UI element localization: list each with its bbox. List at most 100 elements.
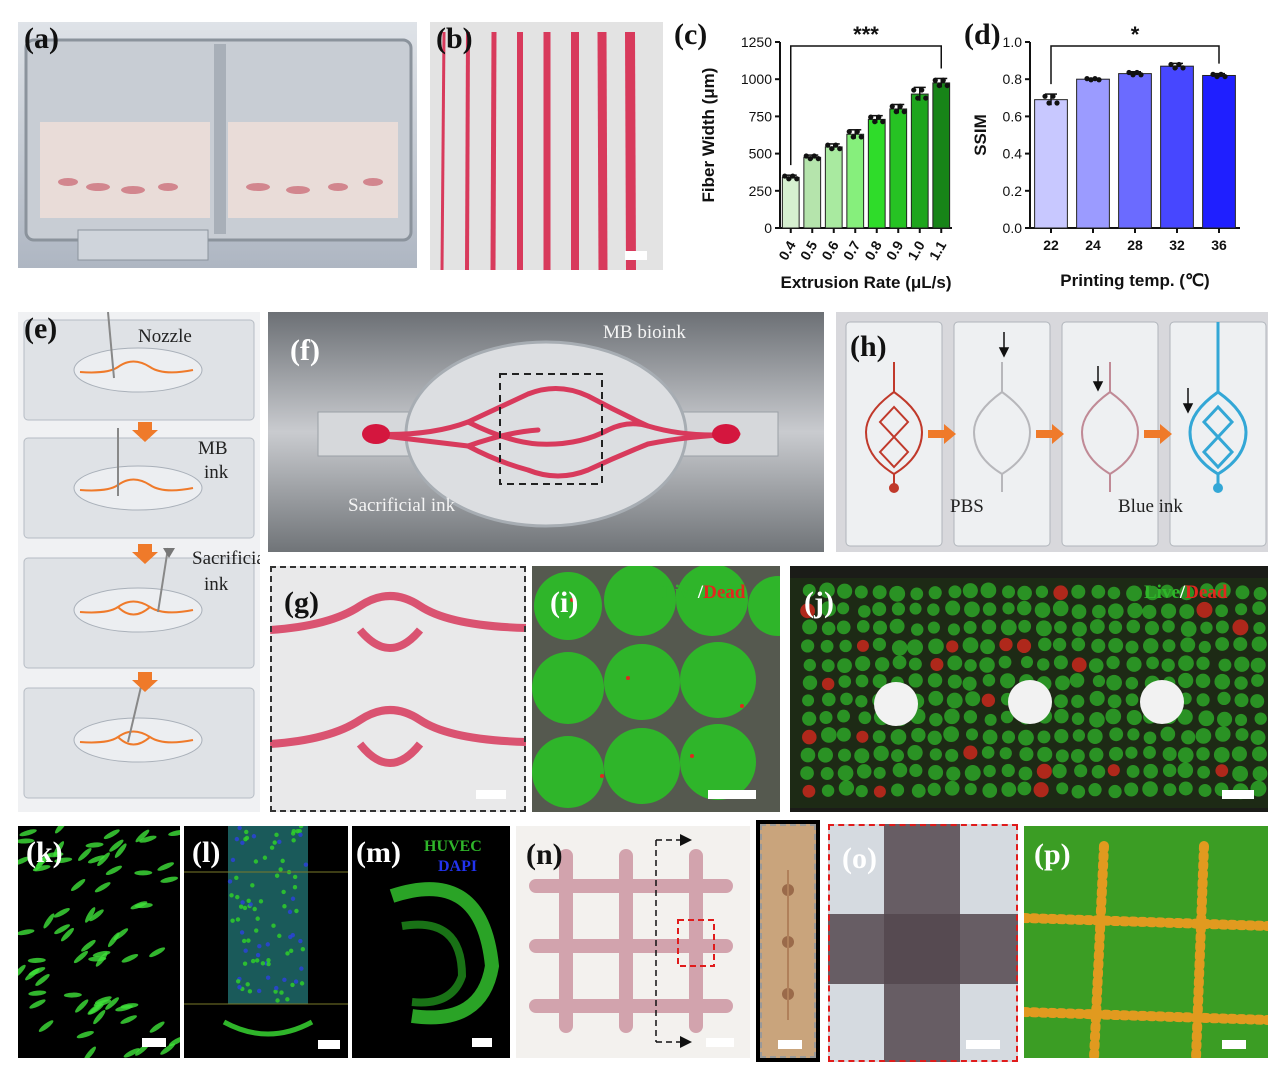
cell-cluster <box>1251 636 1267 652</box>
cell-cluster <box>1215 764 1229 777</box>
cell-cluster <box>982 674 996 687</box>
cell-cluster <box>1196 693 1210 707</box>
junction-zoom <box>828 824 1018 1062</box>
bar <box>1160 65 1194 229</box>
panel-label-j: (j) <box>804 586 834 619</box>
cell-cluster <box>1107 694 1122 709</box>
cell-cluster <box>1107 603 1124 619</box>
cell-cluster <box>1019 747 1034 762</box>
cell-cluster <box>1089 712 1105 728</box>
cell-cluster <box>1125 676 1139 690</box>
cell-cluster <box>1036 763 1052 779</box>
cell <box>244 835 250 841</box>
cell <box>281 889 286 895</box>
cell-cluster <box>1143 763 1158 779</box>
bar <box>910 93 929 229</box>
panel-label-k: (k) <box>26 836 63 869</box>
cell-cluster <box>1200 621 1213 634</box>
cell-cluster <box>854 585 868 599</box>
cell-cluster <box>889 618 905 634</box>
cell-cluster <box>908 673 923 688</box>
cell <box>287 909 293 915</box>
panel-i-fluorescence: (i) Live/Dead <box>532 566 780 812</box>
scale-bar <box>472 1038 492 1047</box>
cell-cluster <box>821 784 835 797</box>
cell <box>227 879 233 884</box>
cell-cluster <box>855 695 868 708</box>
cell-cluster <box>1196 601 1213 618</box>
cell-cluster <box>984 713 997 726</box>
cell <box>245 982 250 987</box>
cell <box>43 913 55 929</box>
cell-cluster <box>1252 601 1266 615</box>
cell-cluster <box>821 727 837 743</box>
sample-point <box>1214 73 1220 80</box>
sample-point <box>846 128 852 135</box>
cell-cluster <box>945 748 959 762</box>
bar <box>824 146 843 229</box>
cell <box>273 989 278 994</box>
cell-cluster <box>1089 690 1105 706</box>
cell <box>168 829 180 837</box>
bar <box>1118 73 1152 229</box>
significance-bracket <box>1050 45 1220 85</box>
cell-cluster <box>1089 619 1105 634</box>
cell-cluster <box>908 657 922 671</box>
sample-point <box>829 146 835 152</box>
sample-point <box>1042 93 1048 99</box>
cell <box>87 855 105 864</box>
legend-live-dead: Live/Dead <box>662 582 745 604</box>
cell-cluster <box>1253 587 1267 601</box>
cell-cluster <box>929 748 942 761</box>
x-tick-label: 0.4 <box>775 238 799 263</box>
cell-cluster <box>1072 729 1086 742</box>
legend-dapi: DAPI <box>438 858 478 875</box>
x-tick-label: 1.1 <box>926 238 950 263</box>
cell-cluster <box>1252 746 1267 762</box>
cell-cluster <box>1179 585 1195 601</box>
cell-cluster <box>927 621 940 634</box>
cell-cluster <box>980 639 995 655</box>
sample-point <box>1210 71 1216 77</box>
cell-cluster <box>982 602 997 616</box>
cell-cluster <box>929 712 943 727</box>
cell-cluster <box>1179 604 1195 619</box>
cell <box>135 829 150 843</box>
cell-cluster <box>1215 620 1229 634</box>
cell <box>93 999 112 1007</box>
cell-cluster <box>1215 604 1228 618</box>
scale-bar <box>708 790 756 799</box>
cell-cluster <box>1018 729 1034 746</box>
cell <box>285 997 290 1002</box>
panel-label-b: (b) <box>436 22 473 55</box>
cell <box>29 999 46 1009</box>
cell-cluster <box>837 602 850 615</box>
vascular-device-photo <box>268 312 824 552</box>
y-tick-label: 0 <box>764 220 772 236</box>
cell-cluster <box>873 745 889 762</box>
sample-point <box>837 146 843 152</box>
cell-cluster <box>1017 585 1032 601</box>
cell-cluster <box>891 749 905 763</box>
cell-cluster <box>821 621 836 636</box>
cell <box>299 981 305 986</box>
x-tick-label: 0.9 <box>883 238 907 263</box>
cell-cluster <box>947 623 960 636</box>
cell <box>240 900 245 905</box>
cell-cluster <box>911 783 926 798</box>
sample-point <box>1046 100 1052 106</box>
sample-point <box>868 114 874 120</box>
legend-dead: Dead <box>703 582 746 603</box>
printing-steps-illustration <box>23 312 255 799</box>
cell-cluster <box>1177 762 1194 778</box>
cell-cluster <box>1126 765 1140 778</box>
panel-label-d: (d) <box>964 18 1001 51</box>
cell-cluster <box>1250 694 1265 709</box>
scale-bar <box>778 1040 802 1049</box>
sample-point <box>1138 72 1144 78</box>
cell-cluster <box>907 639 924 656</box>
panel-label-f: (f) <box>290 334 320 367</box>
cell <box>63 992 82 998</box>
cell-cluster <box>965 691 981 707</box>
cell-cluster <box>1071 694 1085 708</box>
